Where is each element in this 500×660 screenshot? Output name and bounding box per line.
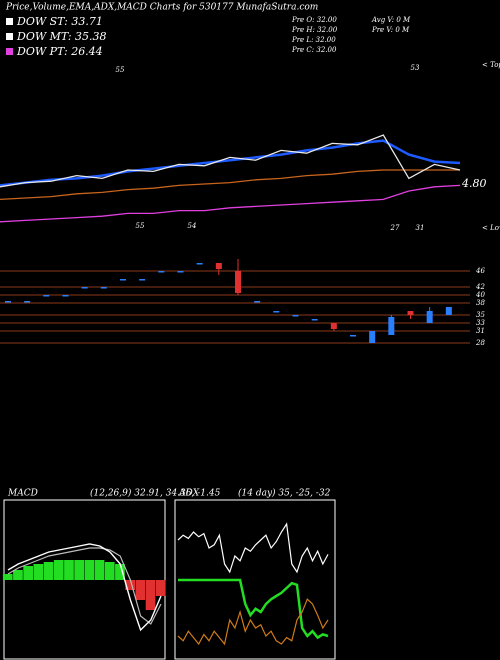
annotation: < Tops [482,61,500,69]
annotation: 54 [188,222,197,230]
legend-swatch [6,33,13,40]
candle-body [43,295,50,297]
annotation: 53 [411,64,420,72]
candle-body [177,271,184,273]
macd-histogram-bar [23,566,33,580]
candle-body [215,263,222,269]
candle-body [292,315,299,317]
candle-body [407,311,414,315]
price-tick-label: 38 [476,299,485,307]
price-tick-label: 35 [476,311,485,319]
macd-histogram-bar [115,564,125,580]
candle-body [330,323,337,329]
candle-body [120,279,126,281]
vol-label: Pre V: 0 M [371,26,410,34]
macd-histogram-bar [13,570,23,580]
candle-body [24,301,31,303]
macd-histogram-bar [53,560,64,580]
candle-body [388,317,395,335]
adx-line [177,522,329,574]
price-tick-label: 33 [476,319,485,327]
price-tick-label: 42 [475,283,485,291]
page-title: Price,Volume,EMA,ADX,MACD Charts for 530… [5,3,318,13]
legend-swatch [6,18,13,25]
candle-body [311,319,318,321]
adx-line [177,598,329,646]
price-tick-label: 31 [476,327,485,335]
macd-histogram-bar [104,562,115,580]
vol-label: Avg V: 0 M [371,16,411,24]
candle-body [196,263,203,265]
macd-histogram-bar [125,580,135,590]
candle-body [350,335,356,337]
candle-body [254,301,261,303]
legend-swatch [6,48,13,55]
ema-line [0,169,460,201]
candle-body [158,271,165,273]
pre-label: Pre L: 32.00 [291,36,336,44]
candle-body [426,311,433,323]
ema-line [0,184,461,223]
adx-line [178,578,329,640]
dow-label: DOW PT: 26.44 [16,45,103,58]
adx-label: ADX [178,489,200,499]
candle-body [62,295,69,297]
candle-body [5,301,11,303]
macd-histogram-bar [2,574,13,580]
pre-label: Pre O: 32.00 [291,16,337,24]
annotation: 27 [390,224,400,232]
macd-histogram-bar [33,564,44,580]
macd-histogram-bar [94,560,105,580]
annotation: 55 [116,66,125,74]
ema-line [0,139,461,187]
candle-body [235,271,241,293]
macd-label: MACD [7,489,38,499]
macd-histogram-bar [145,580,156,610]
annotation: 55 [136,222,145,230]
annotation: 4.80 [461,177,487,190]
candle-body [273,311,280,313]
macd-line [7,543,162,632]
pre-label: Pre H: 32.00 [291,26,338,34]
price-tick-label: 46 [475,267,485,275]
candle-body [139,279,146,281]
price-tick-label: 40 [475,291,485,299]
candle-body [445,307,452,315]
dow-label: DOW MT: 35.38 [16,30,107,43]
pre-label: Pre C: 32.00 [291,46,337,54]
adx-params: (14 day) 35, -25, -32 [238,488,331,499]
macd-histogram-bar [43,562,54,580]
macd-histogram-bar [135,580,146,600]
macd-params: (12,26,9) 32.91, 34.36, -1.45 [90,488,221,499]
candle-body [81,287,88,289]
annotation: < Lows [482,224,500,232]
macd-signal-line [7,547,162,625]
candle-body [369,331,376,343]
annotation: 31 [416,224,425,232]
candle-body [100,287,107,289]
ema-line [0,134,461,188]
macd-histogram-bar [84,560,95,580]
dow-label: DOW ST: 33.71 [16,15,103,28]
macd-histogram-bar [74,560,84,580]
macd-histogram-bar [64,560,74,580]
price-tick-label: 28 [475,339,485,347]
macd-histogram-bar [155,580,166,596]
